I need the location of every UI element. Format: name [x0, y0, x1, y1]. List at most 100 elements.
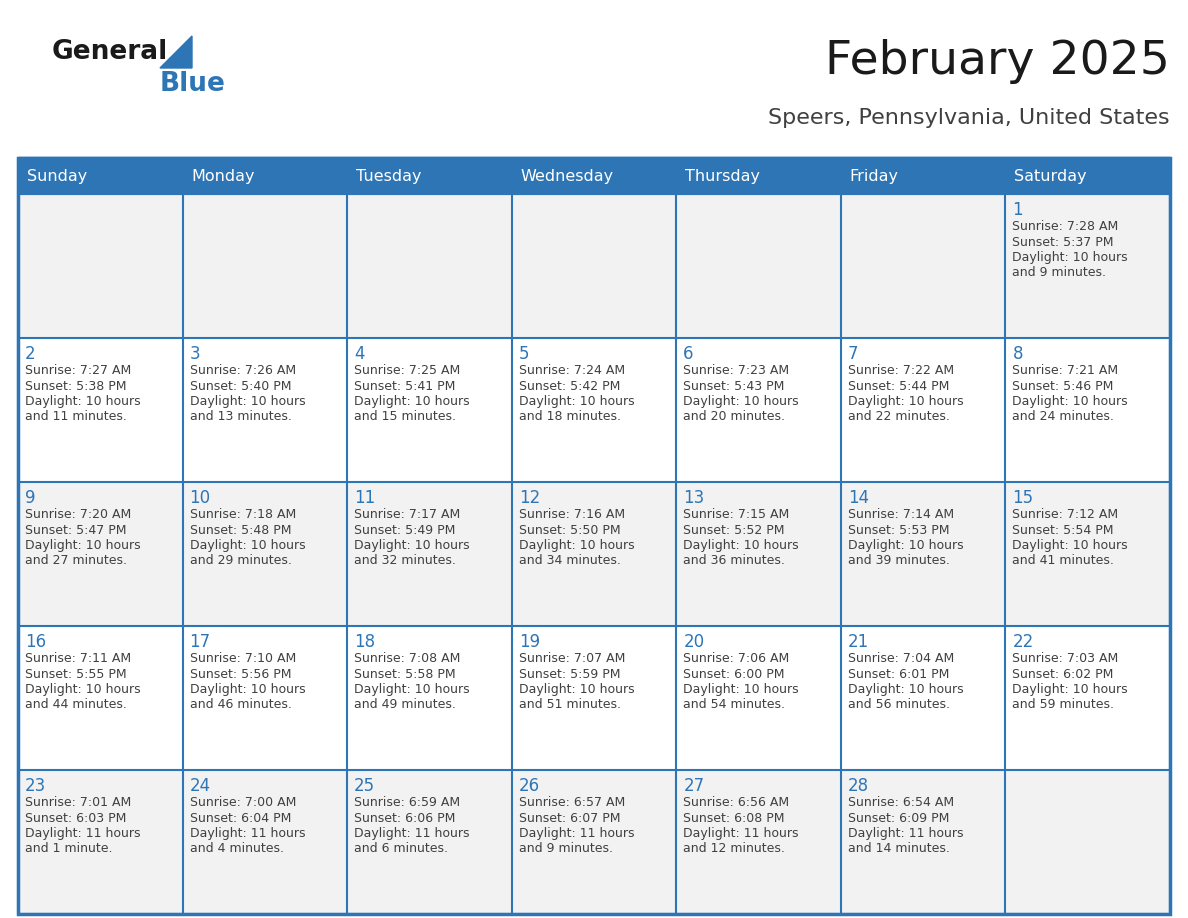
- Text: Sunrise: 6:54 AM: Sunrise: 6:54 AM: [848, 796, 954, 809]
- Text: Sunrise: 7:11 AM: Sunrise: 7:11 AM: [25, 652, 131, 665]
- Text: Daylight: 10 hours: Daylight: 10 hours: [354, 539, 469, 552]
- Text: and 15 minutes.: and 15 minutes.: [354, 410, 456, 423]
- Text: 14: 14: [848, 489, 868, 507]
- Text: Sunrise: 7:20 AM: Sunrise: 7:20 AM: [25, 508, 131, 521]
- Text: Daylight: 10 hours: Daylight: 10 hours: [190, 683, 305, 696]
- Text: and 59 minutes.: and 59 minutes.: [1012, 699, 1114, 711]
- Text: Sunset: 5:59 PM: Sunset: 5:59 PM: [519, 667, 620, 680]
- Text: Sunrise: 7:07 AM: Sunrise: 7:07 AM: [519, 652, 625, 665]
- Text: Sunrise: 7:01 AM: Sunrise: 7:01 AM: [25, 796, 131, 809]
- Text: 9: 9: [25, 489, 36, 507]
- Bar: [183, 194, 347, 338]
- Bar: [18, 158, 183, 194]
- Text: Sunset: 5:37 PM: Sunset: 5:37 PM: [1012, 236, 1114, 249]
- Bar: [347, 158, 512, 194]
- Text: Daylight: 10 hours: Daylight: 10 hours: [1012, 683, 1129, 696]
- Bar: [347, 626, 512, 770]
- Text: 13: 13: [683, 489, 704, 507]
- Text: and 24 minutes.: and 24 minutes.: [1012, 410, 1114, 423]
- Text: Blue: Blue: [160, 71, 226, 97]
- Text: 1: 1: [1012, 201, 1023, 219]
- Bar: [347, 338, 512, 482]
- Text: Daylight: 10 hours: Daylight: 10 hours: [519, 683, 634, 696]
- Text: Sunrise: 7:24 AM: Sunrise: 7:24 AM: [519, 364, 625, 377]
- Bar: [676, 194, 841, 338]
- Bar: [676, 158, 841, 194]
- Text: Daylight: 11 hours: Daylight: 11 hours: [25, 827, 140, 840]
- Text: Sunrise: 7:23 AM: Sunrise: 7:23 AM: [683, 364, 789, 377]
- Bar: [18, 158, 1170, 914]
- Text: General: General: [52, 39, 169, 65]
- Bar: [841, 770, 1005, 914]
- Bar: [841, 194, 1005, 338]
- Text: Daylight: 10 hours: Daylight: 10 hours: [683, 539, 798, 552]
- Text: Daylight: 11 hours: Daylight: 11 hours: [848, 827, 963, 840]
- Text: Sunset: 6:02 PM: Sunset: 6:02 PM: [1012, 667, 1114, 680]
- Text: Sunrise: 6:57 AM: Sunrise: 6:57 AM: [519, 796, 625, 809]
- Text: and 20 minutes.: and 20 minutes.: [683, 410, 785, 423]
- Text: Daylight: 11 hours: Daylight: 11 hours: [683, 827, 798, 840]
- Text: 10: 10: [190, 489, 210, 507]
- Text: Sunset: 5:55 PM: Sunset: 5:55 PM: [25, 667, 127, 680]
- Text: 23: 23: [25, 777, 46, 795]
- Text: and 1 minute.: and 1 minute.: [25, 843, 113, 856]
- Text: Sunset: 5:53 PM: Sunset: 5:53 PM: [848, 523, 949, 536]
- Bar: [347, 482, 512, 626]
- Text: Daylight: 11 hours: Daylight: 11 hours: [354, 827, 469, 840]
- Text: and 49 minutes.: and 49 minutes.: [354, 699, 456, 711]
- Text: Sunset: 5:58 PM: Sunset: 5:58 PM: [354, 667, 456, 680]
- Text: 26: 26: [519, 777, 539, 795]
- Text: Daylight: 10 hours: Daylight: 10 hours: [848, 683, 963, 696]
- Text: Sunset: 6:00 PM: Sunset: 6:00 PM: [683, 667, 785, 680]
- Bar: [676, 482, 841, 626]
- Text: Friday: Friday: [849, 169, 899, 184]
- Text: Sunrise: 6:59 AM: Sunrise: 6:59 AM: [354, 796, 460, 809]
- Text: 19: 19: [519, 633, 539, 651]
- Text: Daylight: 11 hours: Daylight: 11 hours: [519, 827, 634, 840]
- Text: Sunset: 5:52 PM: Sunset: 5:52 PM: [683, 523, 785, 536]
- Text: 20: 20: [683, 633, 704, 651]
- Bar: [676, 338, 841, 482]
- Text: and 34 minutes.: and 34 minutes.: [519, 554, 620, 567]
- Text: and 54 minutes.: and 54 minutes.: [683, 699, 785, 711]
- Bar: [841, 482, 1005, 626]
- Bar: [676, 626, 841, 770]
- Text: and 22 minutes.: and 22 minutes.: [848, 410, 949, 423]
- Text: Sunrise: 7:15 AM: Sunrise: 7:15 AM: [683, 508, 790, 521]
- Text: Daylight: 10 hours: Daylight: 10 hours: [354, 683, 469, 696]
- Text: Sunset: 6:03 PM: Sunset: 6:03 PM: [25, 812, 126, 824]
- Text: Sunrise: 7:04 AM: Sunrise: 7:04 AM: [848, 652, 954, 665]
- Text: Daylight: 10 hours: Daylight: 10 hours: [1012, 395, 1129, 408]
- Text: Sunrise: 7:26 AM: Sunrise: 7:26 AM: [190, 364, 296, 377]
- Text: Daylight: 10 hours: Daylight: 10 hours: [25, 683, 140, 696]
- Text: Sunset: 6:08 PM: Sunset: 6:08 PM: [683, 812, 785, 824]
- Text: Thursday: Thursday: [685, 169, 760, 184]
- Text: and 46 minutes.: and 46 minutes.: [190, 699, 291, 711]
- Text: 3: 3: [190, 345, 201, 363]
- Text: 17: 17: [190, 633, 210, 651]
- Text: Sunset: 5:38 PM: Sunset: 5:38 PM: [25, 379, 126, 393]
- Bar: [512, 626, 676, 770]
- Text: Daylight: 10 hours: Daylight: 10 hours: [1012, 539, 1129, 552]
- Text: and 4 minutes.: and 4 minutes.: [190, 843, 284, 856]
- Text: 24: 24: [190, 777, 210, 795]
- Text: and 12 minutes.: and 12 minutes.: [683, 843, 785, 856]
- Text: Sunrise: 7:00 AM: Sunrise: 7:00 AM: [190, 796, 296, 809]
- Text: Daylight: 10 hours: Daylight: 10 hours: [190, 539, 305, 552]
- Text: Monday: Monday: [191, 169, 255, 184]
- Bar: [841, 338, 1005, 482]
- Text: 5: 5: [519, 345, 529, 363]
- Bar: [676, 770, 841, 914]
- Text: Daylight: 10 hours: Daylight: 10 hours: [25, 539, 140, 552]
- Bar: [18, 194, 183, 338]
- Bar: [347, 770, 512, 914]
- Text: Daylight: 10 hours: Daylight: 10 hours: [683, 683, 798, 696]
- Text: Sunset: 6:01 PM: Sunset: 6:01 PM: [848, 667, 949, 680]
- Polygon shape: [160, 36, 192, 68]
- Text: Sunrise: 6:56 AM: Sunrise: 6:56 AM: [683, 796, 789, 809]
- Text: Sunset: 5:40 PM: Sunset: 5:40 PM: [190, 379, 291, 393]
- Text: and 27 minutes.: and 27 minutes.: [25, 554, 127, 567]
- Text: and 6 minutes.: and 6 minutes.: [354, 843, 448, 856]
- Text: 7: 7: [848, 345, 859, 363]
- Text: Daylight: 10 hours: Daylight: 10 hours: [848, 539, 963, 552]
